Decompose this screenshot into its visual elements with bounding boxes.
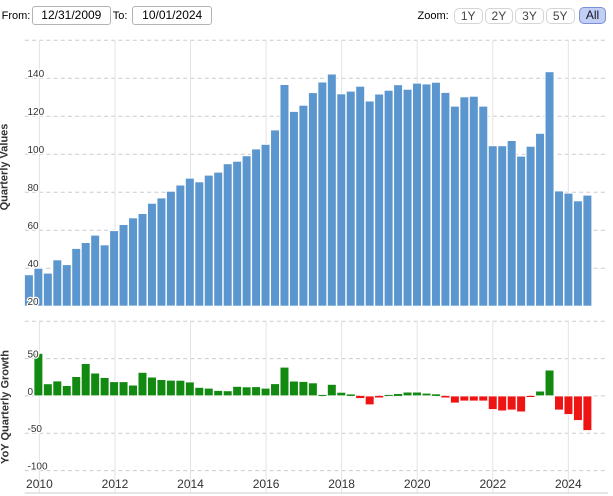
svg-text:YoY Quarterly Growth: YoY Quarterly Growth [0,350,12,464]
svg-text:60: 60 [28,221,40,232]
svg-text:50: 50 [28,350,40,361]
svg-text:140: 140 [28,69,45,80]
svg-text:100: 100 [28,145,45,156]
svg-text:120: 120 [28,107,45,118]
svg-text:-100: -100 [28,462,48,473]
svg-text:2014: 2014 [177,477,204,491]
svg-text:2020: 2020 [404,477,431,491]
svg-text:2018: 2018 [328,477,355,491]
svg-text:2022: 2022 [479,477,506,491]
svg-text:-50: -50 [28,424,43,435]
svg-text:40: 40 [28,259,40,270]
svg-text:80: 80 [28,183,40,194]
svg-text:2024: 2024 [555,477,582,491]
svg-text:20: 20 [28,297,40,308]
svg-text:0: 0 [28,387,34,398]
svg-text:2016: 2016 [253,477,280,491]
svg-text:2010: 2010 [26,477,53,491]
svg-text:2012: 2012 [102,477,129,491]
svg-text:Quarterly Values: Quarterly Values [0,124,11,211]
